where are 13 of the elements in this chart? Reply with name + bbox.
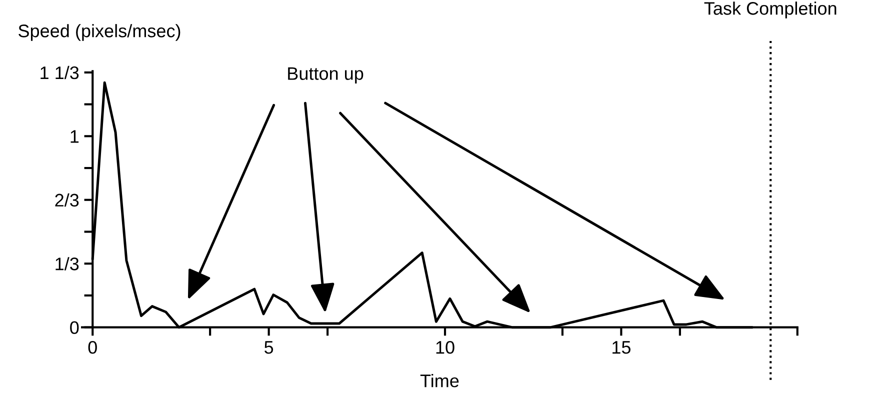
y-tick-label: 2/3 — [55, 193, 79, 207]
ref-line-label: Task Completion — [704, 2, 836, 18]
y-tick-label: 1 1/3 — [40, 66, 79, 80]
annotation: Button up — [288, 67, 364, 84]
x-tick-label: 5 — [264, 341, 274, 354]
y-tick-label: 1/3 — [56, 257, 79, 270]
x-axis-title: Time — [420, 374, 459, 388]
x-tick-label: 0 — [88, 340, 97, 354]
x-tick-label: 15 — [612, 341, 630, 354]
y-axis-title: Speed (pixels/msec) — [18, 24, 180, 41]
y-tick-label: 1 — [70, 130, 79, 143]
y-tick-label: 0 — [70, 321, 79, 334]
x-tick-label: 10 — [436, 340, 454, 354]
